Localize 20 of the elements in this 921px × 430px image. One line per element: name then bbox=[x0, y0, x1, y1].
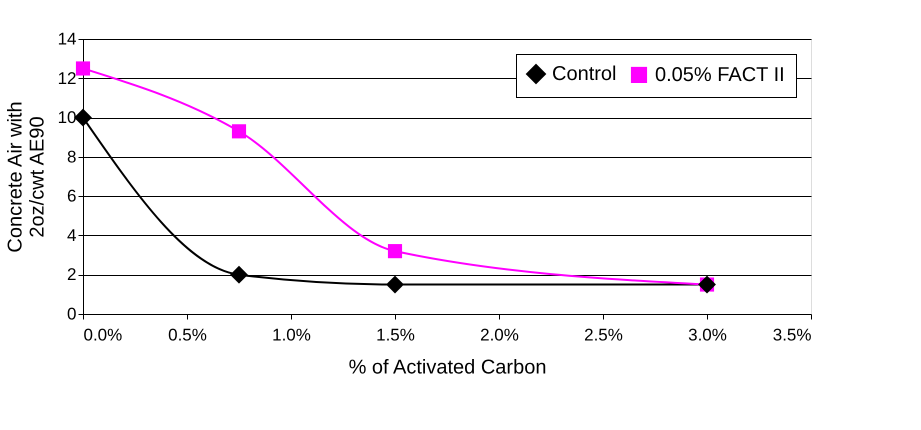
y-tick-label: 12 bbox=[58, 68, 76, 88]
y-tick-label: 0 bbox=[67, 304, 76, 324]
x-tick-label: 2.0% bbox=[480, 326, 519, 344]
y-axis-title: Concrete Air with 2oz/cwt AE90 bbox=[4, 101, 49, 253]
legend-label: Control bbox=[552, 63, 616, 86]
x-tick-label: 1.0% bbox=[272, 326, 311, 344]
y-tick-label: 4 bbox=[67, 226, 76, 245]
x-tick-label: 0.0% bbox=[84, 326, 122, 344]
x-tick-label: 1.5% bbox=[376, 326, 415, 344]
x-tick-label: 2.5% bbox=[584, 326, 623, 344]
y-tick-label: 2 bbox=[67, 265, 76, 284]
y-tick-label: 10 bbox=[58, 108, 76, 128]
x-tick-label: 3.5% bbox=[772, 326, 812, 344]
legend-label: 0.05% FACT II bbox=[655, 64, 785, 86]
y-tick-label: 14 bbox=[58, 30, 76, 48]
x-axis-title: % of Activated Carbon bbox=[348, 356, 546, 378]
y-tick-label: 6 bbox=[67, 186, 76, 206]
y-tick-label: 8 bbox=[67, 147, 76, 166]
x-tick-label: 0.5% bbox=[168, 326, 207, 344]
x-tick-label: 3.0% bbox=[688, 326, 727, 344]
